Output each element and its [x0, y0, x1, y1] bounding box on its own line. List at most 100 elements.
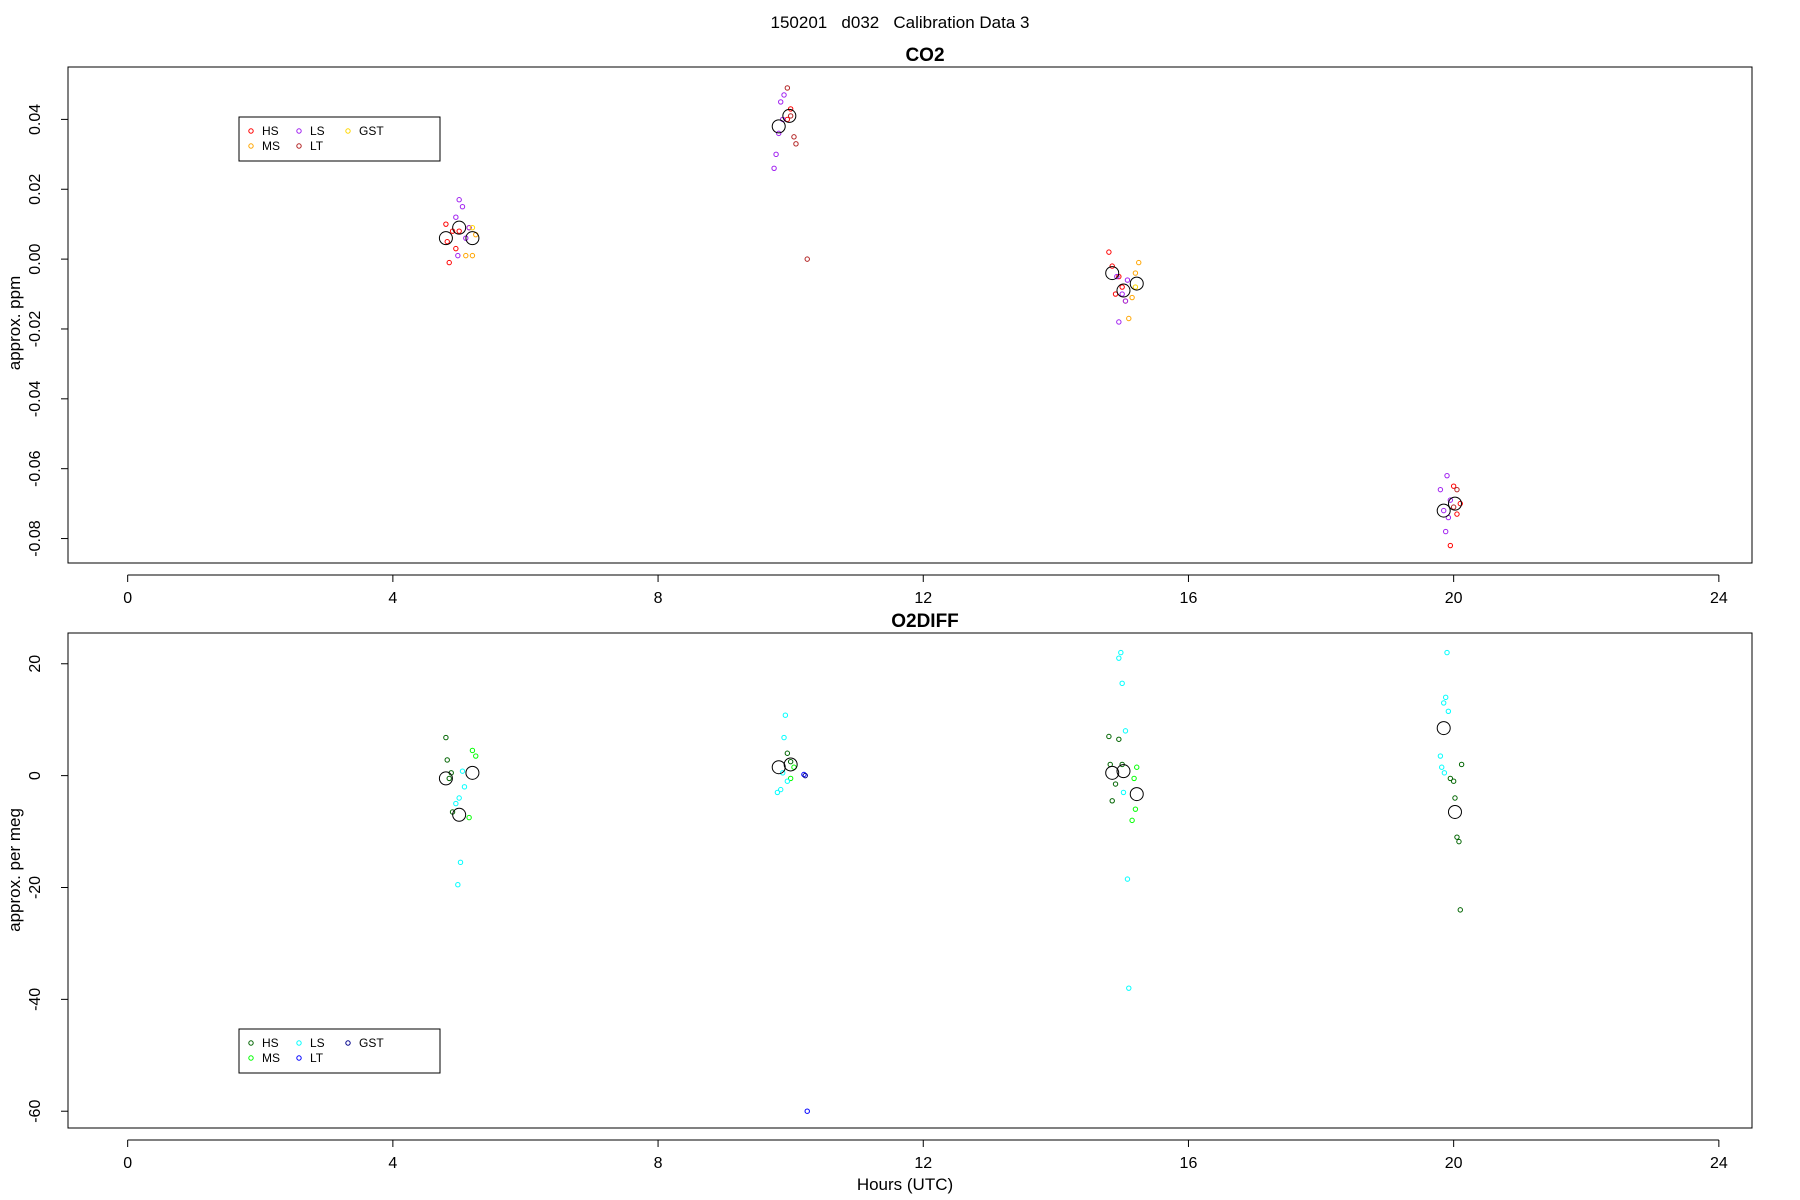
co2-point-gst: [1132, 284, 1139, 290]
co2-point-ms: [1132, 270, 1139, 276]
o2diff-mean-marker: [1447, 804, 1462, 819]
co2-point-ls: [773, 151, 779, 158]
co2-y-tick-label: -0.02: [27, 311, 44, 348]
co2-mean-marker: [1129, 276, 1144, 291]
o2diff-point-ls: [1116, 655, 1122, 661]
co2-point-ms: [1136, 259, 1142, 266]
o2diff-point-ls: [1445, 708, 1452, 715]
co2-mean-marker: [465, 231, 480, 246]
co2-point-lt: [793, 141, 799, 147]
co2-x-tick-label: 20: [1445, 590, 1463, 607]
co2-point-ls: [1447, 497, 1454, 503]
co2-point-ls: [455, 252, 461, 259]
o2diff-point-ls: [1441, 700, 1447, 706]
o2diff-point-ls: [778, 786, 784, 793]
o2diff-legend-entry-ms-marker: [248, 1055, 254, 1061]
o2diff-point-ls: [1444, 649, 1450, 656]
o2diff-point-ls: [1439, 764, 1445, 770]
o2diff-point-ls: [457, 859, 464, 866]
o2diff-y-tick-label: -40: [27, 988, 44, 1011]
o2diff-point-hs: [446, 775, 452, 782]
o2diff-mean-marker: [1129, 787, 1144, 802]
o2diff-point-hs: [1457, 907, 1463, 913]
co2-point-ls: [453, 214, 459, 220]
co2-point-hs: [456, 228, 462, 234]
o2diff-mean-marker: [1116, 764, 1131, 779]
o2diff-point-hs: [1450, 778, 1457, 784]
co2-x-tick-label: 8: [654, 590, 663, 607]
o2diff-point-ms: [469, 747, 476, 754]
co2-point-ls: [466, 224, 472, 231]
o2diff-x-tick-label: 16: [1180, 1155, 1198, 1172]
co2-mean-marker: [782, 108, 797, 123]
co2-mean-marker: [438, 231, 453, 246]
co2-point-hs: [453, 245, 459, 252]
co2-mean-marker: [452, 220, 467, 235]
o2diff-point-hs: [1109, 798, 1115, 804]
o2diff-point-hs: [1112, 781, 1119, 787]
co2-y-tick-label: -0.08: [27, 520, 44, 557]
o2diff-point-ls: [1442, 694, 1449, 701]
co2-point-ms: [463, 252, 469, 259]
o2diff-point-hs: [1454, 834, 1460, 840]
co2-point-hs: [1109, 263, 1115, 269]
o2diff-y-tick-label: 0: [27, 771, 44, 780]
o2diff-point-ms: [1132, 806, 1139, 812]
co2-point-hs: [1454, 511, 1460, 517]
o2diff-mean-marker: [452, 807, 467, 822]
co2-point-hs: [787, 106, 794, 112]
o2diff-point-ms: [473, 753, 479, 759]
co2-ylabel: approx. ppm: [5, 276, 24, 371]
co2-point-hs: [446, 259, 452, 266]
o2diff-panel: O2DIFF approx. per meg 0 4 8 12 16 20 24 -60 -40…: [5, 611, 1753, 1172]
o2diff-x-tick-label: 8: [654, 1155, 663, 1172]
co2-legend-entry-ls-marker: [296, 128, 302, 134]
o2diff-point-hs: [1452, 795, 1458, 801]
co2-legend-entry-ms-label: MS: [262, 139, 280, 153]
co2-x-tick-label: 16: [1180, 590, 1198, 607]
o2diff-x-tick-label: 12: [914, 1155, 932, 1172]
co2-point-ms: [1129, 294, 1135, 301]
co2-panel: CO2 approx. ppm 0 4 8 12 16 20 24 -0.08 -0.06 -0.…: [5, 45, 1753, 607]
co2-point-ls: [1442, 528, 1449, 535]
o2diff-legend-entry-gst-label: GST: [359, 1036, 384, 1050]
o2diff-point-lt: [801, 771, 807, 778]
co2-point-lt: [791, 134, 797, 140]
co2-x-tick-label: 12: [914, 590, 932, 607]
o2diff-mean-marker: [1436, 721, 1451, 736]
co2-legend-entry-gst-label: GST: [359, 124, 384, 138]
o2diff-point-ls: [456, 795, 462, 801]
o2diff-mean-marker: [783, 757, 798, 772]
co2-point-ls: [1122, 298, 1129, 304]
co2-point-ls: [1116, 319, 1122, 325]
o2diff-point-hs: [1458, 761, 1465, 768]
co2-point-ls: [1119, 291, 1125, 297]
co2-panel-title: CO2: [905, 45, 944, 66]
o2diff-point-ls: [1124, 876, 1131, 882]
o2diff-legend-box: [238, 1028, 441, 1074]
co2-x-tick-label: 24: [1710, 590, 1728, 607]
co2-point-ls: [781, 92, 787, 98]
co2-point-ls: [459, 204, 466, 210]
co2-legend-entry-ls-label: LS: [310, 124, 325, 138]
o2diff-mean-marker: [771, 760, 786, 775]
o2diff-ylabel: approx. per meg: [5, 808, 24, 932]
x-axis-label: Hours (UTC): [857, 1175, 953, 1194]
co2-point-hs: [1106, 249, 1112, 255]
o2diff-point-hs: [1456, 838, 1462, 845]
co2-point-lt: [787, 113, 794, 119]
co2-point-lt: [1454, 486, 1460, 493]
o2diff-x-tick-label: 0: [123, 1155, 132, 1172]
o2diff-point-ls: [780, 770, 786, 776]
co2-mean-marker: [1116, 283, 1131, 298]
o2diff-point-hs: [443, 734, 449, 741]
co2-y-tick-label: 0.00: [27, 243, 44, 274]
co2-point-ls: [778, 99, 784, 105]
co2-legend-box: [238, 116, 441, 162]
o2diff-point-ls: [461, 784, 468, 790]
co2-point-ls: [1437, 486, 1444, 493]
o2diff-point-ls: [1437, 753, 1444, 759]
o2diff-mean-marker: [438, 771, 453, 786]
o2diff-y-tick-label: -20: [27, 876, 44, 899]
o2diff-mean-marker: [1105, 765, 1120, 780]
